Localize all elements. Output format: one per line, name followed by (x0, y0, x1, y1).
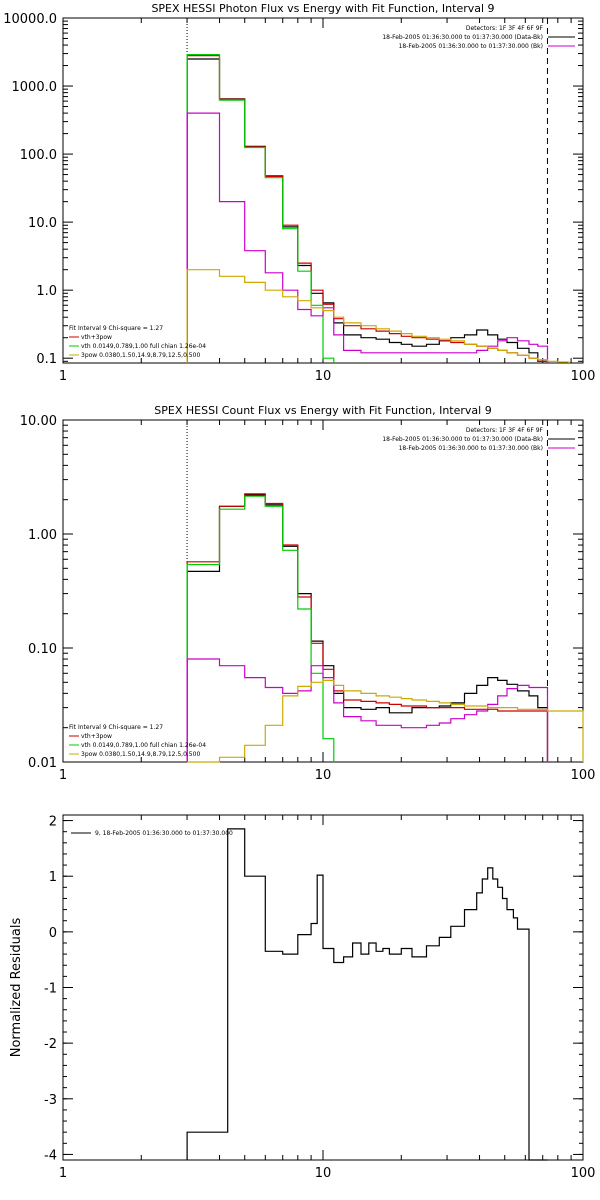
series-3pow (187, 679, 584, 763)
legend-entry: 9, 18-Feb-2005 01:36:30.000 to 01:37:30.… (95, 830, 233, 837)
legend-bottom: Fit Interval 9 Chi-square = 1.27 vth+3pow… (69, 325, 206, 359)
legend-entry: vth+3pow (81, 733, 112, 740)
legend-entry: vth 0.0149,0.789,1.00 full chian 1.26e-0… (81, 343, 206, 350)
x-ticks: 1 10 100 (59, 18, 596, 384)
x-tick-label: 100 (571, 369, 596, 384)
legend-entry: 3pow 0.0380,1.50,14.9,8.79,12.5,0.500 (81, 352, 200, 359)
series-data-bk (186, 58, 549, 363)
legend-entry: 18-Feb-2005 01:36:30.000 to 01:37:30.000… (399, 43, 543, 50)
y-ticks: 0.1 1.0 10.0 100.0 1000.0 10000.0 (3, 12, 583, 367)
x-ticks: 1 10 100 (59, 815, 596, 1181)
chart-2: SPEX HESSI Count Flux vs Energy with Fit… (20, 404, 596, 783)
legend-entry: 18-Feb-2005 01:36:30.000 to 01:37:30.000… (382, 436, 543, 443)
y-tick-label: 0.1 (36, 352, 57, 367)
legend-entry: vth 0.0149,0.789,1.00 full chian 1.26e-0… (81, 742, 206, 749)
x-ticks: 1 10 100 (59, 420, 596, 783)
y-tick-label: 1000.0 (12, 80, 58, 95)
legend-entry: Detectors: 1F 3F 4F 6F 9F (466, 25, 544, 32)
legend-entry: 18-Feb-2005 01:36:30.000 to 01:37:30.000… (382, 34, 543, 41)
legend-entry: Detectors: 1F 3F 4F 6F 9F (466, 427, 544, 434)
chart-3: Normalized Residuals 1 10 100 -4 -3 -2 -1 0 1 2 9, … (9, 814, 596, 1181)
y-tick-label: 10.00 (20, 414, 57, 429)
legend-entry: 18-Feb-2005 01:36:30.000 to 01:37:30.000… (399, 445, 543, 452)
legend-entry: vth+3pow (81, 334, 112, 341)
y-tick-label: 0.10 (28, 642, 57, 657)
y-tick-label: 0.01 (28, 756, 57, 771)
series-group (186, 493, 584, 763)
legend-top: Detectors: 1F 3F 4F 6F 9F 18-Feb-2005 01:… (382, 25, 575, 50)
plot-frame (62, 814, 584, 1161)
y-tick-label: 1.0 (36, 284, 57, 299)
legend-bottom: Fit Interval 9 Chi-square = 1.27 vth+3pow… (69, 724, 206, 758)
legend-top: Detectors: 1F 3F 4F 6F 9F 18-Feb-2005 01:… (382, 427, 575, 452)
series-vth-3pow (186, 55, 549, 363)
y-axis-label: Normalized Residuals (9, 918, 24, 1058)
y-tick-label: 2 (49, 815, 57, 830)
y-tick-label: -3 (44, 1093, 57, 1108)
y-tick-label: 100.0 (20, 148, 57, 163)
x-tick-label: 1 (59, 1166, 67, 1181)
series-group (186, 828, 548, 1161)
legend-top: 9, 18-Feb-2005 01:36:30.000 to 01:37:30.… (71, 830, 233, 837)
series-9-18-feb-2005-01-36-30-000-to-01-37-30-000 (186, 828, 548, 1161)
y-tick-label: 1.00 (28, 528, 57, 543)
x-tick-label: 10 (315, 1166, 332, 1181)
x-tick-label: 1 (59, 369, 67, 384)
legend-entry: Fit Interval 9 Chi-square = 1.27 (69, 325, 163, 332)
x-tick-label: 1 (59, 768, 67, 783)
series-data-bk (186, 494, 549, 762)
x-tick-label: 100 (571, 1166, 596, 1181)
y-tick-label: -1 (44, 982, 57, 997)
series-vth (186, 54, 335, 363)
y-tick-label: -2 (44, 1037, 57, 1052)
series-vth-3pow (186, 493, 549, 762)
series-vth (186, 495, 335, 762)
y-tick-label: 0 (49, 926, 57, 941)
y-tick-label: 10.0 (28, 216, 57, 231)
y-ticks: 0.01 0.10 1.00 10.00 (20, 414, 583, 771)
x-tick-label: 100 (571, 768, 596, 783)
chart-1: SPEX HESSI Photon Flux vs Energy with Fi… (3, 2, 595, 384)
legend-entry: Fit Interval 9 Chi-square = 1.27 (69, 724, 163, 731)
legend-entry: 3pow 0.0380,1.50,14.9,8.79,12.5,0.500 (81, 751, 200, 758)
y-ticks: -4 -3 -2 -1 0 1 2 (44, 815, 583, 1163)
series-3pow (186, 269, 570, 363)
x-tick-label: 10 (315, 369, 332, 384)
y-tick-label: 10000.0 (3, 12, 57, 27)
chart-title: SPEX HESSI Count Flux vs Energy with Fit… (154, 404, 491, 417)
y-tick-label: -4 (44, 1148, 57, 1163)
series-bk (186, 112, 549, 363)
y-tick-label: 1 (49, 870, 57, 885)
x-tick-label: 10 (315, 768, 332, 783)
series-bk (186, 658, 549, 762)
chart-title: SPEX HESSI Photon Flux vs Energy with Fi… (151, 2, 494, 15)
series-group (186, 54, 570, 363)
